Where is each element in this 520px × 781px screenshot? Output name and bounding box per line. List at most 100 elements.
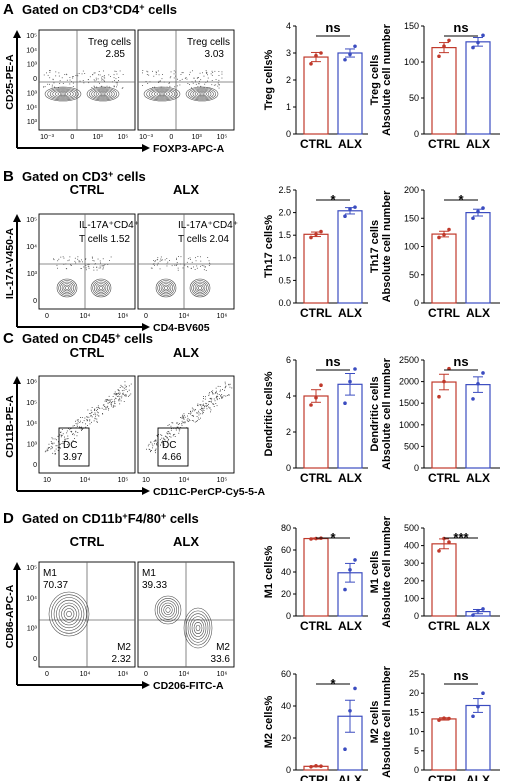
contour-line (185, 86, 219, 102)
data-point (481, 691, 485, 695)
x-tick-label: 10⁵ (217, 477, 228, 484)
y-arrow-head (13, 376, 21, 384)
event-dot (163, 444, 165, 446)
event-dot (99, 260, 101, 262)
y-tick-label: 0 (33, 298, 37, 305)
event-dot (91, 256, 93, 258)
event-dot (109, 260, 110, 261)
event-dot (209, 398, 211, 399)
event-dot (167, 440, 169, 442)
event-dot (179, 80, 181, 81)
y-tick-label: 20 (281, 589, 291, 599)
event-dot (108, 74, 110, 76)
event-dot (93, 414, 95, 415)
contour-line (148, 88, 176, 100)
event-dot (155, 440, 157, 442)
event-dot (112, 406, 114, 408)
x-tick-label: 10⁵ (118, 134, 129, 141)
y-axis-label-2: Absolute cell number (381, 190, 393, 303)
event-dot (187, 83, 189, 84)
event-dot (119, 394, 121, 395)
event-dot (154, 261, 156, 263)
contour-line (164, 286, 168, 290)
event-dot (151, 443, 153, 445)
event-dot (65, 263, 67, 265)
event-dot (49, 77, 51, 79)
data-point (476, 40, 480, 45)
x-tick-label: 10³ (93, 134, 104, 141)
event-dot (114, 402, 115, 404)
event-dot (94, 410, 95, 411)
event-dot (147, 83, 149, 84)
y-axis-label-2: Absolute cell number (381, 357, 393, 470)
event-dot (119, 70, 121, 72)
event-dot (76, 426, 78, 427)
data-point (476, 381, 480, 386)
event-dot (103, 265, 105, 266)
event-dot (52, 78, 54, 80)
event-dot (198, 77, 199, 78)
event-dot (97, 258, 99, 260)
bar-chart-d-2: 0 100 200 300 400 500 M1 cells Absolute cell nu… (369, 515, 500, 633)
data-point (437, 394, 441, 399)
event-dot (105, 407, 107, 409)
event-dot (80, 428, 82, 430)
event-dot (75, 431, 77, 433)
y-tick-label: 2500 (399, 355, 419, 365)
event-dot (190, 412, 192, 414)
event-dot (142, 70, 144, 71)
event-dot (103, 75, 105, 76)
event-dot (206, 408, 208, 410)
event-dot (93, 420, 95, 422)
event-dot (162, 440, 163, 442)
event-dot (114, 399, 115, 401)
event-dot (205, 81, 207, 83)
event-dot (80, 268, 82, 269)
event-dot (160, 258, 162, 260)
event-dot (220, 395, 222, 396)
bar-chart-d-1-lower: 0 20 40 60 M2 cells% CTRL ALX * (263, 669, 368, 781)
event-dot (98, 74, 99, 76)
event-dot (79, 427, 81, 428)
event-dot (55, 71, 57, 73)
event-dot (85, 258, 87, 260)
event-dot (94, 413, 96, 415)
event-dot (187, 258, 189, 260)
event-dot (104, 87, 106, 88)
event-dot (69, 79, 71, 81)
event-dot (156, 435, 158, 436)
event-dot (81, 428, 83, 429)
event-dot (154, 86, 156, 88)
event-dot (214, 400, 216, 402)
data-point (314, 764, 318, 768)
event-dot (116, 84, 118, 86)
event-dot (112, 396, 114, 397)
event-dot (225, 395, 227, 397)
data-point (309, 403, 313, 407)
event-dot (157, 262, 159, 264)
gate-m1-value: 39.33 (142, 580, 167, 591)
event-dot (159, 268, 161, 270)
event-dot (173, 77, 175, 79)
event-dot (115, 394, 117, 396)
y-tick-label: 2.0 (278, 208, 291, 218)
event-dot (65, 440, 66, 442)
event-dot (167, 433, 169, 435)
event-dot (167, 433, 168, 435)
event-dot (197, 420, 198, 422)
event-dot (119, 403, 121, 405)
event-dot (115, 393, 117, 394)
event-dot (184, 416, 186, 418)
event-dot (187, 415, 188, 417)
y-tick-label: 50 (409, 93, 419, 103)
event-dot (75, 262, 77, 264)
event-dot (56, 439, 57, 441)
gate-m1-label: M1 (142, 568, 156, 579)
event-dot (208, 403, 209, 405)
data-point (314, 53, 318, 58)
bar-ctrl (303, 233, 329, 304)
data-point (353, 686, 357, 691)
event-dot (43, 74, 45, 76)
event-dot (210, 409, 212, 411)
event-dot (112, 401, 114, 402)
